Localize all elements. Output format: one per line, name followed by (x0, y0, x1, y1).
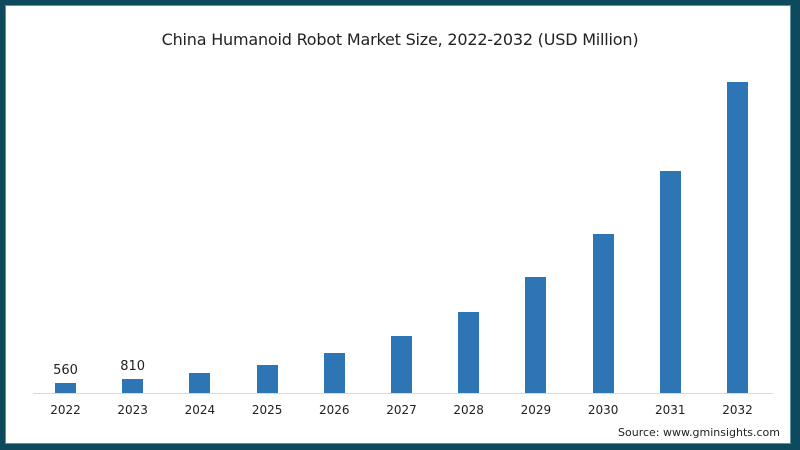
x-tick-label: 2029 (520, 403, 552, 417)
chart-title: China Humanoid Robot Market Size, 2022-2… (161, 30, 639, 49)
bar-2031 (659, 171, 681, 393)
bar-2025 (256, 365, 278, 393)
x-tick-label: 2031 (655, 403, 686, 417)
bar-2026 (323, 353, 345, 393)
x-tick-label: 2028 (453, 403, 484, 417)
data-label: 810 (120, 359, 146, 374)
bar-2027 (391, 336, 412, 393)
x-tick-label: 2030 (587, 403, 619, 417)
bar-2030 (592, 234, 614, 393)
x-axis-line (33, 393, 773, 394)
x-tick-label: 2032 (722, 403, 753, 417)
data-label: 560 (53, 363, 78, 378)
x-tick-label: 2025 (251, 403, 283, 417)
x-tick-label: 2023 (117, 403, 148, 417)
bar-2028 (458, 312, 480, 393)
x-tick-label: 2024 (184, 403, 216, 417)
x-tick-label: 2027 (386, 403, 417, 417)
bar-2024 (189, 373, 211, 393)
bar-2022 (55, 383, 76, 393)
x-tick-label: 2022 (50, 403, 81, 417)
bar-2029 (525, 277, 547, 393)
x-tick-label: 2026 (319, 403, 350, 417)
bar-2032 (727, 82, 748, 393)
source-note: Source: www.gminsights.com (618, 426, 780, 439)
bar-2023 (122, 379, 144, 393)
